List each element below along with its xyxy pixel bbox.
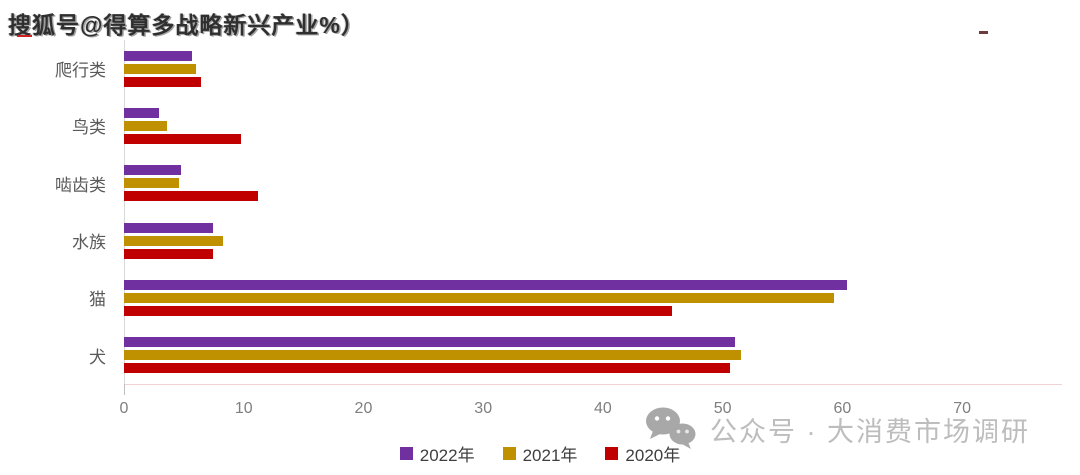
bar-2020年-鸟类 <box>124 133 242 144</box>
x-tick-label: 20 <box>354 400 373 417</box>
legend-item-2020: 2020年 <box>605 441 680 466</box>
bar-group-犬 <box>124 327 1010 384</box>
sohu-watermark-title: 搜狐号@得算多战略新兴产业%） <box>8 12 365 38</box>
plot-rows <box>124 40 1010 384</box>
bar-2020年-猫 <box>124 305 673 316</box>
category-axis-labels: 爬行类鸟类啮齿类水族猫犬 <box>0 40 112 384</box>
bar-2021年-水族 <box>124 235 224 246</box>
legend-item-2022: 2022年 <box>399 441 475 466</box>
red-underline-mark <box>17 35 32 37</box>
y-axis-line <box>124 40 125 384</box>
bar-group-爬行类 <box>124 40 1010 97</box>
bar-group-猫 <box>124 269 1010 326</box>
bar-2021年-啮齿类 <box>124 178 180 189</box>
category-label: 爬行类 <box>55 61 106 81</box>
bar-2022年-爬行类 <box>124 50 193 61</box>
legend-item-2021: 2021年 <box>502 441 578 466</box>
x-axis-tick-labels: 0 10 20 30 40 50 60 70 <box>120 400 1010 422</box>
x-tick-label: 30 <box>474 400 493 417</box>
bar-2022年-啮齿类 <box>124 165 182 176</box>
bar-2022年-猫 <box>124 279 848 290</box>
bar-2020年-水族 <box>124 248 213 259</box>
x-tick-label: 60 <box>833 400 852 417</box>
bar-group-水族 <box>124 212 1010 269</box>
bar-2022年-水族 <box>124 222 213 233</box>
bar-2020年-啮齿类 <box>124 191 259 202</box>
category-label: 猫 <box>89 290 106 310</box>
legend-swatch-2022 <box>399 447 413 460</box>
legend: 2022年 2021年 2020年 <box>0 441 1080 466</box>
bar-2020年-爬行类 <box>124 76 201 87</box>
x-axis-baseline <box>124 384 1062 385</box>
bar-group-啮齿类 <box>124 155 1010 212</box>
category-label: 鸟类 <box>72 118 106 138</box>
bar-2021年-爬行类 <box>124 63 196 74</box>
artifact-dash <box>979 31 988 34</box>
bar-group-鸟类 <box>124 97 1010 154</box>
legend-label-2021: 2021年 <box>522 446 578 465</box>
bar-2021年-鸟类 <box>124 120 168 131</box>
category-label: 犬 <box>89 347 106 367</box>
legend-label-2020: 2020年 <box>625 446 681 465</box>
x-tick-label: 50 <box>713 400 732 417</box>
category-label: 水族 <box>72 233 106 253</box>
legend-label-2022: 2022年 <box>419 446 475 465</box>
x-tick-label: 70 <box>953 400 971 417</box>
x-tick-label: 0 <box>119 400 129 417</box>
legend-swatch-2020 <box>605 447 619 460</box>
x-tick-label: 10 <box>234 400 253 417</box>
x-tick-label: 40 <box>594 400 612 417</box>
plot-area: 0 10 20 30 40 50 60 70 <box>120 40 1062 417</box>
bar-2021年-猫 <box>124 292 834 303</box>
bar-2021年-犬 <box>124 350 741 361</box>
category-label: 啮齿类 <box>55 175 106 195</box>
bar-2022年-鸟类 <box>124 107 159 118</box>
bar-2022年-犬 <box>124 337 735 348</box>
y-axis-tick <box>124 384 125 395</box>
bar-2020年-犬 <box>124 363 730 374</box>
legend-swatch-2021 <box>502 447 516 460</box>
